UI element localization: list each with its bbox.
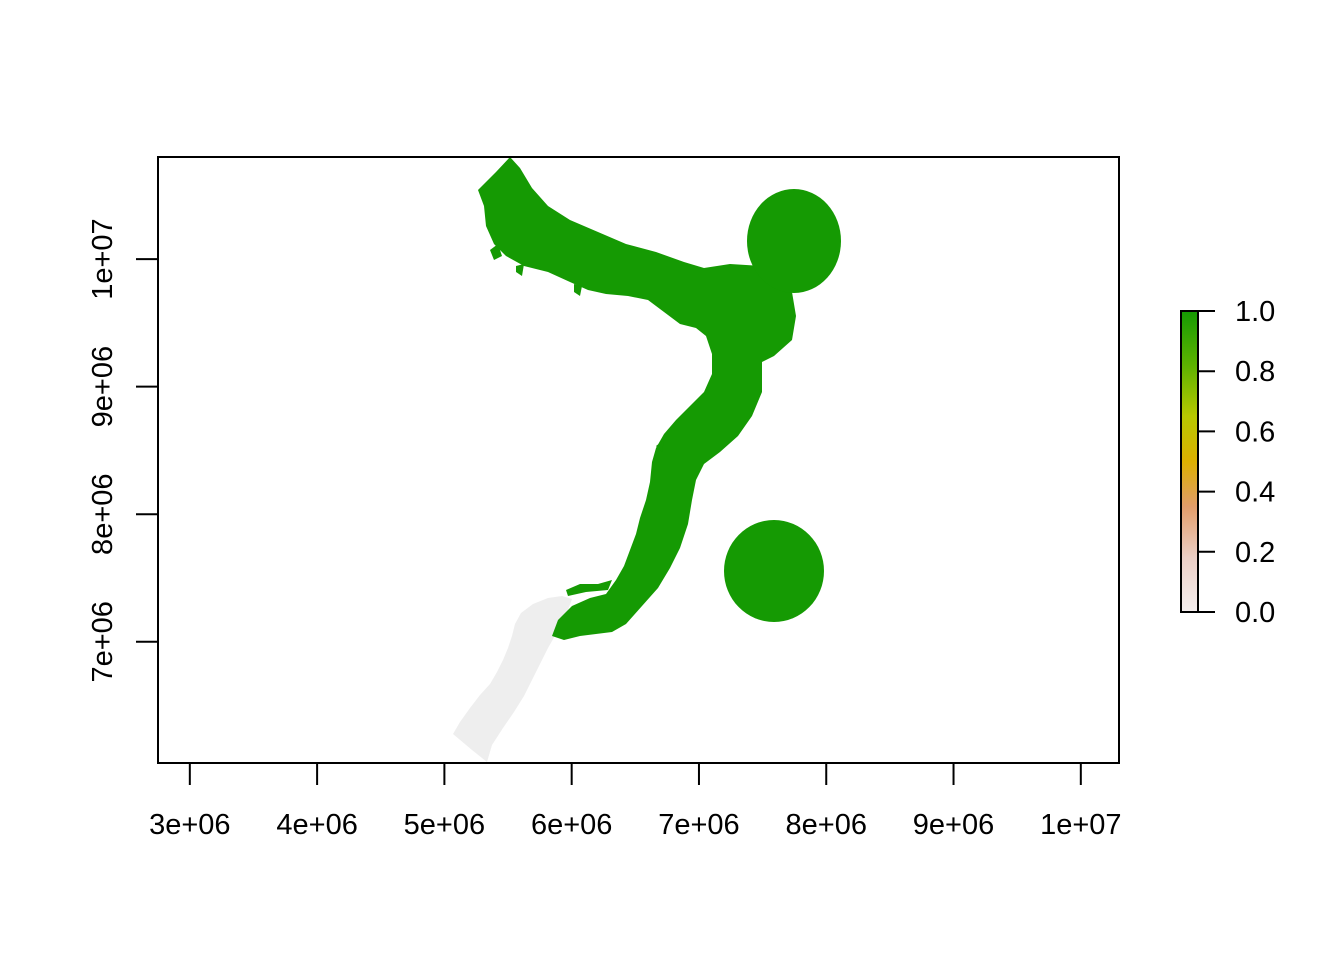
x-tick-label: 9e+06 xyxy=(913,809,994,841)
legend-tick-label: 0.4 xyxy=(1235,477,1275,509)
x-tick-label: 6e+06 xyxy=(531,809,612,841)
raster-region-zero xyxy=(453,596,572,762)
x-tick-label: 5e+06 xyxy=(404,809,485,841)
y-tick-label: 1e+07 xyxy=(87,218,119,299)
x-tick-label: 1e+07 xyxy=(1040,809,1121,841)
legend-tick-label: 0.8 xyxy=(1235,356,1275,388)
legend-tick-label: 0.6 xyxy=(1235,416,1275,448)
x-tick-label: 4e+06 xyxy=(276,809,357,841)
legend-tick-label: 1.0 xyxy=(1235,296,1275,328)
y-tick-label: 7e+06 xyxy=(87,601,119,682)
y-axis: 7e+06 8e+06 9e+06 1e+07 xyxy=(87,218,159,683)
x-tick-label: 7e+06 xyxy=(658,809,739,841)
legend-colorbar xyxy=(1180,310,1199,613)
x-tick-label: 8e+06 xyxy=(786,809,867,841)
raster-region-corridor xyxy=(478,157,796,640)
x-axis: 3e+06 4e+06 5e+06 6e+06 7e+06 8e+06 9e+06 1e+07 xyxy=(149,762,1122,841)
y-tick-label: 8e+06 xyxy=(87,473,119,554)
raster-region-upper-circle xyxy=(747,189,841,293)
legend-tick-label: 0.2 xyxy=(1235,537,1275,569)
legend-tick-label: 0.0 xyxy=(1235,597,1275,629)
legend: 0.0 0.2 0.4 0.6 0.8 1.0 xyxy=(1180,296,1275,629)
y-tick-label: 9e+06 xyxy=(87,346,119,427)
x-tick-label: 3e+06 xyxy=(149,809,230,841)
raster-region-lower-circle xyxy=(724,520,824,622)
